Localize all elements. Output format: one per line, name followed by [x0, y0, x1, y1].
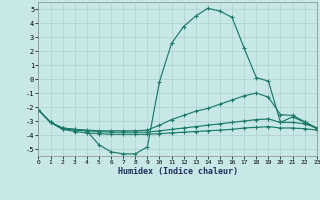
X-axis label: Humidex (Indice chaleur): Humidex (Indice chaleur) — [118, 167, 238, 176]
